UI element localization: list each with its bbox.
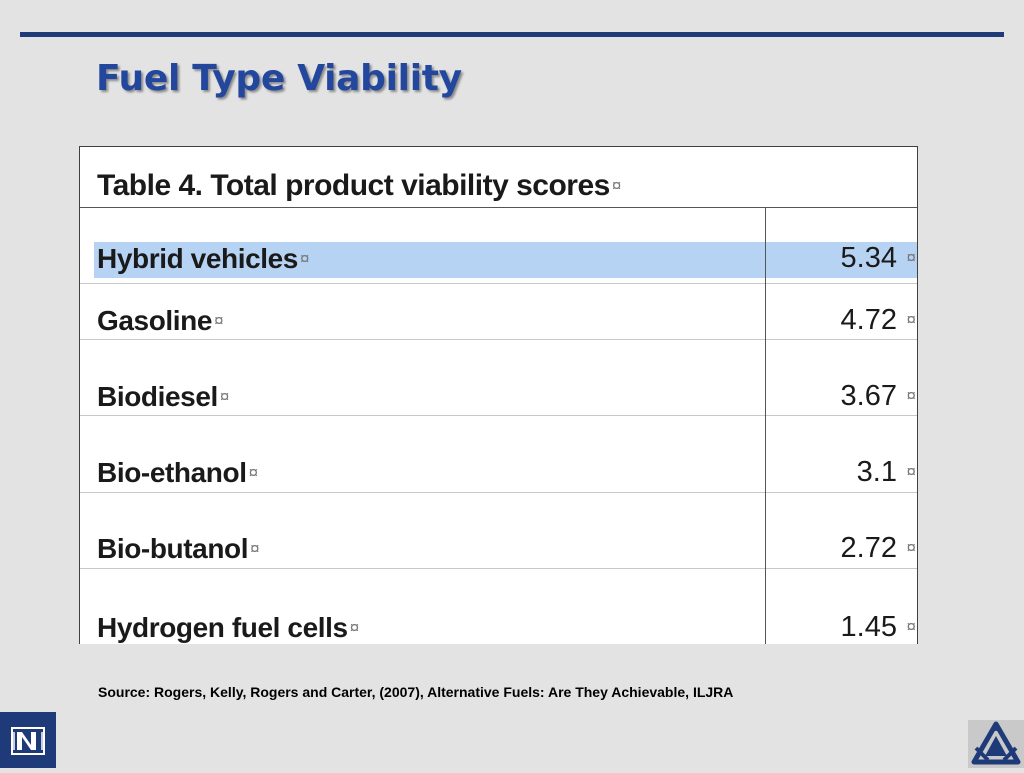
row-separator: [80, 492, 917, 493]
slide-title: Fuel Type Viability: [96, 58, 462, 99]
row-label: Hybrid vehicles ¤: [97, 243, 310, 274]
cell-end-mark: ¤: [906, 386, 916, 405]
table-row: Biodiesel ¤ 3.67 ¤: [80, 340, 917, 416]
row-label: Hydrogen fuel cells ¤: [97, 612, 359, 643]
row-value: 1.45: [840, 611, 897, 643]
triangle-emblem-logo-icon: [968, 720, 1024, 768]
university-n-logo-icon: [0, 712, 56, 768]
row-label: Gasoline ¤: [97, 305, 224, 336]
row-label: Bio-butanol ¤: [97, 533, 260, 564]
row-separator: [80, 283, 917, 284]
table-caption-text: Table 4. Total product viability scores: [97, 169, 610, 202]
column-divider: [765, 208, 766, 644]
source-citation: Source: Rogers, Kelly, Rogers and Carter…: [98, 684, 734, 700]
table-row: Hydrogen fuel cells ¤ 1.45 ¤: [80, 569, 917, 644]
cell-end-mark: ¤: [906, 538, 916, 557]
row-value: 3.67: [840, 380, 897, 412]
cell-end-mark: ¤: [906, 310, 916, 329]
row-value: 4.72: [840, 304, 897, 336]
row-separator: [80, 568, 917, 569]
row-value: 3.1: [856, 456, 897, 488]
table-row: Hybrid vehicles ¤ 5.34 ¤: [80, 208, 917, 284]
row-label: Biodiesel ¤: [97, 381, 229, 412]
table-row: Gasoline ¤ 4.72 ¤: [80, 284, 917, 340]
top-rule: [20, 32, 1004, 37]
cell-end-mark: ¤: [611, 176, 621, 195]
table-caption: Table 4. Total product viability scores ¤: [97, 169, 621, 203]
row-highlight: [94, 242, 917, 278]
row-separator: [80, 339, 917, 340]
caption-rule: [80, 207, 917, 208]
row-separator: [80, 415, 917, 416]
row-value: 5.34: [840, 242, 897, 274]
cell-end-mark: ¤: [906, 248, 916, 267]
row-value: 2.72: [840, 532, 897, 564]
table-row: Bio-ethanol ¤ 3.1 ¤: [80, 416, 917, 493]
viability-table: Table 4. Total product viability scores ¤…: [79, 146, 918, 644]
row-label: Bio-ethanol ¤: [97, 457, 258, 488]
table-row: Bio-butanol ¤ 2.72 ¤: [80, 493, 917, 569]
cell-end-mark: ¤: [906, 617, 916, 636]
cell-end-mark: ¤: [906, 462, 916, 481]
